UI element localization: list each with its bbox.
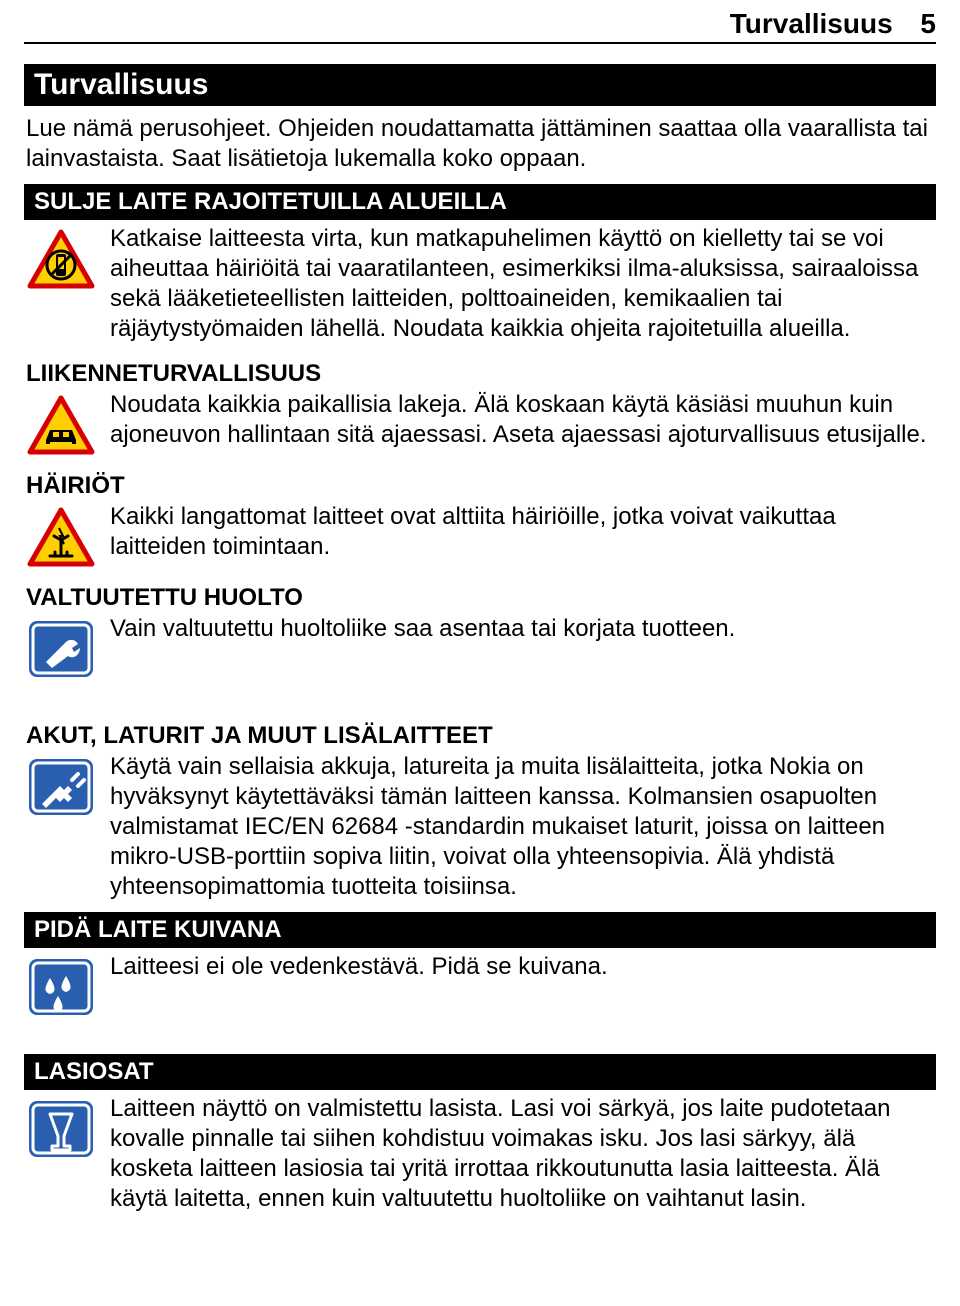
warning-car-icon bbox=[26, 394, 96, 456]
section-title: SULJE LAITE RAJOITETUILLA ALUEILLA bbox=[24, 184, 936, 220]
spacer bbox=[24, 1028, 936, 1054]
section-item: Laitteesi ei ole vedenkestävä. Pidä se k… bbox=[24, 950, 936, 1028]
manual-page: Turvallisuus 5 Turvallisuus Lue nämä per… bbox=[0, 0, 960, 1244]
warning-nophone-icon bbox=[26, 228, 96, 290]
section-text: Laitteesi ei ole vedenkestävä. Pidä se k… bbox=[110, 952, 608, 982]
section-item: Vain valtuutettu huoltoliike saa asentaa… bbox=[24, 612, 936, 690]
info-plug-icon bbox=[26, 756, 96, 818]
section-item: Käytä vain sellaisia akkuja, latureita j… bbox=[24, 750, 936, 912]
header-title: Turvallisuus bbox=[730, 8, 893, 39]
chapter-title: Turvallisuus bbox=[24, 64, 936, 106]
section-title: LIIKENNETURVALLISUUS bbox=[24, 354, 936, 388]
section-text: Noudata kaikkia paikallisia lakeja. Älä … bbox=[110, 390, 934, 450]
warning-interference-icon bbox=[26, 506, 96, 568]
section-title: HÄIRIÖT bbox=[24, 466, 936, 500]
section-text: Laitteen näyttö on valmistettu lasista. … bbox=[110, 1094, 934, 1214]
section-item: Noudata kaikkia paikallisia lakeja. Älä … bbox=[24, 388, 936, 466]
section-text: Käytä vain sellaisia akkuja, latureita j… bbox=[110, 752, 934, 902]
intro-text: Lue nämä perusohjeet. Ohjeiden noudattam… bbox=[24, 112, 936, 184]
spacer bbox=[24, 690, 936, 716]
section-title: VALTUUTETTU HUOLTO bbox=[24, 578, 936, 612]
sections-container: SULJE LAITE RAJOITETUILLA ALUEILLA Katkai… bbox=[24, 184, 936, 1224]
section-title: PIDÄ LAITE KUIVANA bbox=[24, 912, 936, 948]
running-header: Turvallisuus 5 bbox=[24, 0, 936, 44]
section-text: Vain valtuutettu huoltoliike saa asentaa… bbox=[110, 614, 735, 644]
section-item: Katkaise laitteesta virta, kun matkapuhe… bbox=[24, 222, 936, 354]
section-title: LASIOSAT bbox=[24, 1054, 936, 1090]
info-wrench-icon bbox=[26, 618, 96, 680]
section-text: Kaikki langattomat laitteet ovat alttiit… bbox=[110, 502, 934, 562]
section-item: Kaikki langattomat laitteet ovat alttiit… bbox=[24, 500, 936, 578]
info-glass-icon bbox=[26, 1098, 96, 1160]
section-title: AKUT, LATURIT JA MUUT LISÄLAITTEET bbox=[24, 716, 936, 750]
section-item: Laitteen näyttö on valmistettu lasista. … bbox=[24, 1092, 936, 1224]
page-number: 5 bbox=[920, 8, 936, 40]
info-water-icon bbox=[26, 956, 96, 1018]
section-text: Katkaise laitteesta virta, kun matkapuhe… bbox=[110, 224, 934, 344]
